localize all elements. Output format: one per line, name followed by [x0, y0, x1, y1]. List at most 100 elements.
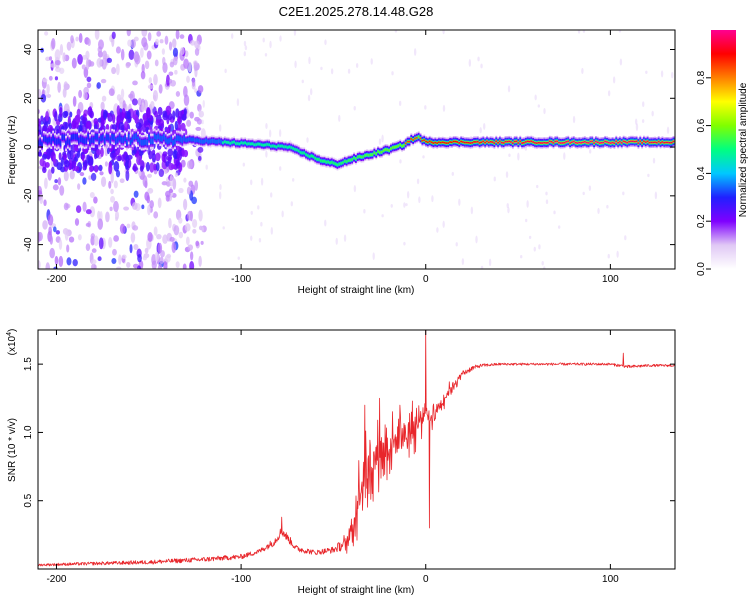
spectrogram-noise-blob — [142, 255, 148, 261]
spectrogram-noise-blob — [178, 162, 183, 173]
spectrogram-noise-blob — [335, 237, 338, 245]
spectrogram-ridge-cell — [131, 136, 134, 143]
spectrogram-noise-blob — [90, 233, 96, 240]
snr-x-tick-label: 100 — [602, 574, 619, 585]
spectrogram-ridge-cell — [74, 133, 77, 140]
spectrogram-noise-blob — [642, 101, 645, 108]
spectrogram-noise-blob — [62, 52, 66, 63]
spectrogram-ridge-cell — [242, 141, 245, 145]
spectrogram-noise-blob — [398, 100, 402, 107]
spectrogram-ridge-cell — [166, 138, 169, 145]
spectrogram-noise-blob — [90, 172, 97, 181]
spectrogram-noise-blob — [99, 171, 104, 176]
snr-y-ticks: 0.5 1.0 1.5 — [23, 357, 675, 508]
spectrogram-ridge-cell — [569, 142, 572, 144]
spectrogram-noise-blob — [141, 102, 145, 113]
spectrogram-noise-blob — [257, 205, 260, 210]
spectrogram-ridge-cell — [129, 139, 132, 146]
spectrogram-ridge-cell — [249, 142, 252, 146]
snr-y-tick-label: 0.5 — [23, 493, 34, 507]
spectrogram-noise-blob — [110, 171, 114, 184]
spectrogram-ridge-cell — [282, 145, 285, 149]
spectrogram-noise-blob — [174, 120, 178, 131]
spectrogram-ridge-cell — [85, 138, 88, 144]
spectrogram-ridge-cell — [576, 142, 579, 144]
spectrogram-noise-blob — [140, 70, 146, 80]
spectrogram-noise-blob — [147, 231, 153, 242]
spectrogram-noise-blob — [128, 93, 134, 99]
spectrogram-noise-blob — [116, 266, 122, 269]
spectrogram-ridge-cell — [196, 138, 199, 143]
spectrogram-noise-blob — [418, 196, 421, 204]
spectrogram-noise-blob — [451, 171, 454, 176]
spectrogram-ridge-cell — [349, 158, 352, 162]
spectrogram-noise-blob — [242, 162, 246, 167]
spectrogram-noise-blob — [193, 61, 198, 72]
spectrogram-noise-blob — [51, 166, 55, 174]
spectrogram-noise-blob — [394, 30, 398, 33]
spectrogram-ridge-cell — [456, 141, 459, 143]
spectrogram-ridge-cell — [336, 163, 339, 167]
spectrogram-noise-blob — [224, 68, 227, 74]
spectrogram-noise-blob — [159, 39, 164, 44]
spectrogram-noise-blob — [493, 176, 496, 182]
spectrogram-noise-blob — [119, 178, 125, 184]
spectrogram-ridge-cell — [61, 134, 64, 140]
spectrogram-noise-blob — [109, 206, 113, 212]
spectrogram-ridge-cell — [631, 140, 634, 143]
spectrogram-noise-blob — [645, 70, 648, 74]
spectrogram-noise-blob — [149, 162, 155, 173]
spectrogram-ridge-cell — [281, 144, 284, 148]
spectrogram-noise-blob — [200, 240, 204, 245]
spectrogram-noise-blob — [155, 162, 160, 172]
spectrogram-noise-blob — [168, 217, 172, 229]
spectrogram-x-tick-label: 100 — [602, 274, 619, 285]
spectrogram-ridge-cell — [482, 140, 485, 143]
spectrogram-noise-blob — [188, 180, 194, 187]
spectrogram-noise-blob — [93, 117, 99, 125]
spectrogram-noise-blob — [141, 204, 145, 210]
spectrogram-ridge-cell — [465, 141, 468, 144]
snr-y-multiplier: (x104) — [6, 329, 18, 356]
spectrogram-noise-blob — [155, 38, 159, 46]
spectrogram-noise-blob — [607, 90, 611, 97]
spectrogram-noise-blob — [422, 155, 425, 159]
spectrogram-noise-blob — [458, 198, 461, 206]
spectrogram-noise-blob — [94, 30, 100, 40]
spectrogram-ridge-cell — [55, 139, 58, 145]
spectrogram-noise-blob — [54, 49, 61, 62]
spectrogram-noise-blob — [157, 263, 163, 269]
spectrogram-noise-blob — [647, 173, 650, 178]
spectrogram-noise-blob — [162, 151, 168, 157]
spectrogram-noise-blob — [97, 210, 101, 221]
spectrogram-ridge-cell — [325, 160, 328, 164]
spectrogram-ridge-cell — [273, 144, 276, 148]
spectrogram-ridge-cell — [593, 142, 596, 144]
spectrogram-noise-blob — [121, 108, 126, 119]
spectrogram-ridge-cell — [373, 151, 376, 154]
spectrogram-ridge-cell — [220, 139, 223, 144]
spectrogram-noise-blob — [100, 119, 105, 129]
spectrogram-ridge-cell — [463, 141, 466, 144]
spectrogram-noise-blob — [78, 89, 83, 99]
spectrogram-noise-blob — [483, 122, 486, 130]
spectrogram-noise-blob — [461, 258, 465, 266]
spectrogram-ridge-cell — [98, 138, 101, 144]
spectrogram-ridge-cell — [648, 141, 651, 144]
spectrogram-noise-blob — [42, 166, 47, 174]
spectrogram-ridge-cell — [177, 135, 180, 142]
spectrogram-noise-blob — [597, 207, 600, 214]
spectrogram-noise-blob — [94, 164, 99, 173]
spectrogram-ridge-cell — [209, 139, 212, 144]
spectrogram-ridge-cell — [624, 141, 627, 143]
spectrogram-ridge-cell — [622, 140, 625, 143]
spectrogram-ridge-cell — [535, 142, 538, 144]
spectrogram-noise-blob — [166, 74, 170, 87]
spectrogram-noise-blob — [45, 262, 51, 269]
spectrogram-ridge-cell — [432, 142, 435, 144]
spectrogram-noise-blob — [104, 161, 108, 167]
spectrogram-ridge-cell — [260, 143, 263, 147]
spectrogram-ridge-cell — [587, 142, 590, 144]
spectrogram-noise-blob — [100, 176, 107, 188]
spectrogram-noise-blob — [178, 231, 184, 239]
